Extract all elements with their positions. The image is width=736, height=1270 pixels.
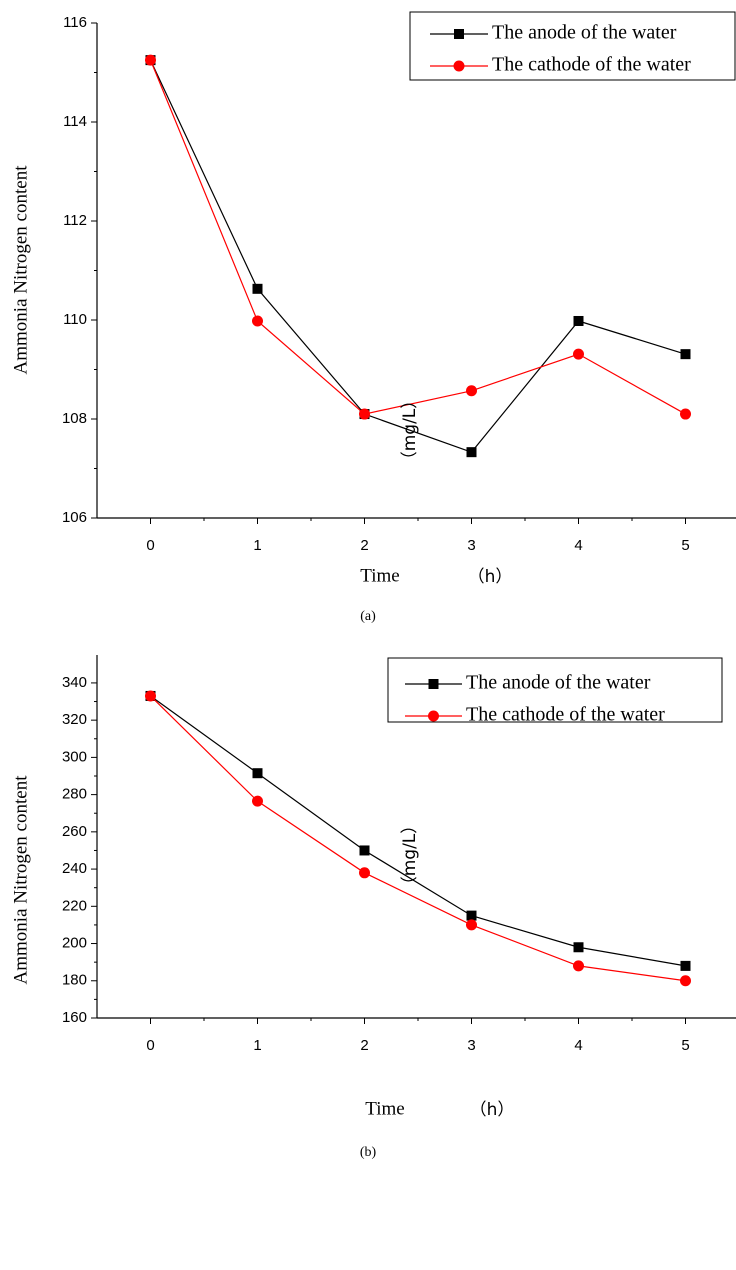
legend-box (409, 11, 736, 81)
marker (252, 795, 263, 807)
y-tick-label: 340 (62, 674, 87, 691)
marker (454, 29, 464, 39)
y-tick-label: 220 (62, 897, 87, 914)
marker (573, 348, 584, 360)
legend-label: The anode of the water (466, 672, 651, 694)
y-tick-label: 116 (63, 14, 87, 31)
marker (145, 54, 156, 66)
caption: (b) (360, 1145, 377, 1160)
marker (252, 315, 263, 327)
y-tick-label: 260 (62, 823, 87, 840)
y-tick-label: 106 (62, 509, 87, 526)
legend-box (387, 657, 723, 723)
legend-label: The anode of the water (492, 22, 677, 44)
marker (359, 867, 370, 879)
marker (428, 710, 439, 722)
caption: (a) (360, 609, 376, 624)
marker (680, 349, 691, 360)
x-tick-label: 3 (467, 537, 475, 554)
y-tick-label: 200 (62, 935, 87, 952)
y-tick-label: 110 (63, 311, 87, 328)
marker (466, 919, 477, 931)
y-tick-label: 280 (62, 786, 87, 803)
x-tick-label: 0 (146, 1037, 154, 1054)
x-tick-label: 2 (360, 537, 368, 554)
marker (466, 385, 477, 397)
x-tick-label: 4 (574, 1037, 582, 1054)
y-tick-label: 300 (62, 748, 87, 765)
y-axis-unit: （mg/L） (400, 817, 420, 894)
x-tick-label: 1 (253, 537, 261, 554)
x-tick-label: 5 (681, 1037, 689, 1054)
marker (466, 910, 477, 921)
marker (359, 408, 370, 420)
x-tick-label: 0 (146, 537, 154, 554)
marker (680, 408, 691, 420)
x-tick-label: 1 (253, 1037, 261, 1054)
y-axis-label: Ammonia Nitrogen content (10, 165, 31, 375)
x-axis-label: Time (365, 1098, 404, 1119)
marker (252, 283, 263, 294)
marker (359, 845, 370, 856)
series-line (150, 695, 686, 982)
y-tick-label: 320 (62, 711, 87, 728)
series-line (149, 59, 686, 453)
x-axis-unit: （h） (468, 567, 513, 587)
x-tick-label: 2 (360, 1037, 368, 1054)
marker (252, 768, 263, 779)
y-tick-label: 240 (62, 860, 87, 877)
y-tick-label: 112 (63, 212, 87, 229)
legend-label: The cathode of the water (492, 54, 691, 76)
y-tick-label: 160 (62, 1009, 87, 1026)
y-tick-label: 108 (62, 410, 87, 427)
marker (145, 690, 156, 702)
marker (453, 60, 465, 72)
x-axis-unit: （h） (470, 1100, 515, 1120)
marker (466, 447, 477, 458)
marker (428, 679, 439, 689)
legend-label: The cathode of the water (466, 704, 665, 726)
y-axis-unit: （mg/L） (400, 392, 420, 469)
x-tick-label: 4 (574, 537, 582, 554)
marker (573, 942, 584, 953)
marker (680, 975, 691, 987)
y-axis-label: Ammonia Nitrogen content (10, 775, 31, 985)
series-line (149, 59, 686, 415)
x-tick-label: 5 (681, 537, 689, 554)
series-line (150, 695, 686, 967)
x-tick-label: 3 (467, 1037, 475, 1054)
marker (573, 315, 584, 326)
y-tick-label: 114 (63, 113, 87, 130)
marker (573, 960, 584, 972)
marker (680, 960, 691, 971)
x-axis-label: Time (360, 565, 399, 586)
y-tick-label: 180 (62, 972, 87, 989)
